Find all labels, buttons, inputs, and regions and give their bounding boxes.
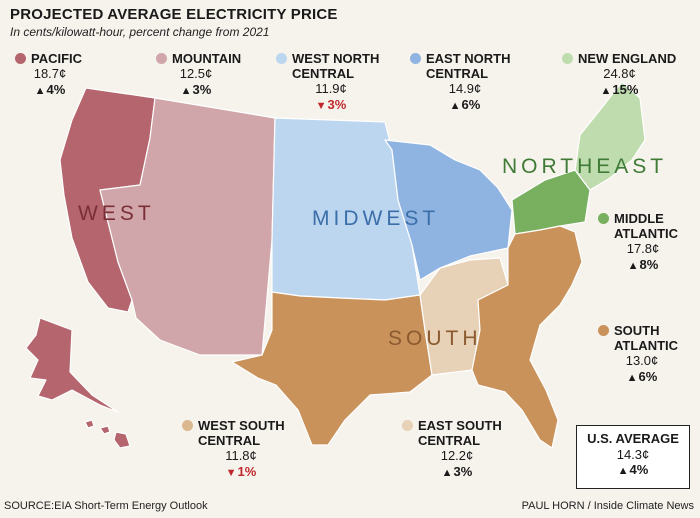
- south-atlantic-label: SOUTH ATLANTIC 13.0¢ ▲6%: [598, 323, 686, 386]
- west-south-central-region: [231, 291, 433, 446]
- map-label-midwest: MIDWEST: [312, 207, 440, 230]
- south-atlantic-dot: [598, 325, 609, 336]
- east-south-central-label: EAST SOUTH CENTRAL 12.2¢ ▲3%: [402, 418, 512, 481]
- pacific-dot: [15, 53, 26, 64]
- south-atlantic-region: [471, 225, 583, 449]
- middle-atlantic-dot: [598, 213, 609, 224]
- alaska-shape: [25, 317, 119, 413]
- credit-note: PAUL HORN / Inside Climate News: [521, 500, 694, 512]
- east-north-central-dot: [410, 53, 421, 64]
- west-north-central-label: WEST NORTH CENTRAL 11.9¢ ▼3%: [276, 51, 386, 114]
- west-south-central-label: WEST SOUTH CENTRAL 11.8¢ ▼1%: [182, 418, 300, 481]
- new-england-label: NEW ENGLAND 24.8¢ ▲15%: [562, 51, 677, 99]
- pacific-label: PACIFIC 18.7¢ ▲4%: [15, 51, 85, 99]
- map-label-south: SOUTH: [388, 327, 482, 350]
- us-average-label: U.S. AVERAGE: [587, 431, 679, 446]
- middle-atlantic-region: [511, 169, 591, 235]
- east-north-central-region: [384, 139, 513, 281]
- chart-subtitle: In cents/kilowatt-hour, percent change f…: [10, 25, 270, 39]
- us-average-box: U.S. AVERAGE 14.3¢ ▲4%: [576, 425, 690, 489]
- us-average-price: 14.3¢: [616, 447, 650, 462]
- new-england-region: [574, 81, 646, 191]
- chart-title: PROJECTED AVERAGE ELECTRICITY PRICE: [10, 6, 338, 23]
- east-north-central-label: EAST NORTH CENTRAL 14.9¢ ▲6%: [410, 51, 520, 114]
- mountain-dot: [156, 53, 167, 64]
- east-south-central-dot: [402, 420, 413, 431]
- source-note: SOURCE:EIA Short-Term Energy Outlook: [4, 500, 208, 512]
- us-average-change: ▲4%: [617, 462, 649, 477]
- hawaii-shape: [84, 419, 131, 449]
- new-england-dot: [562, 53, 573, 64]
- map-label-west: WEST: [78, 202, 155, 225]
- map-label-northeast: NORTHEAST: [502, 155, 668, 178]
- west-north-central-dot: [276, 53, 287, 64]
- west-south-central-dot: [182, 420, 193, 431]
- mountain-region: [99, 97, 276, 356]
- middle-atlantic-label: MIDDLE ATLANTIC 17.8¢ ▲8%: [598, 211, 688, 274]
- mountain-label: MOUNTAIN 12.5¢ ▲3%: [156, 51, 241, 99]
